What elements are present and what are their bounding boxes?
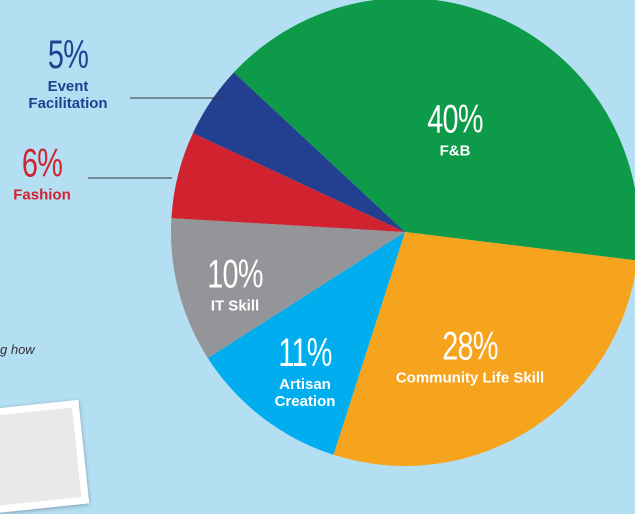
value-label: 40% xyxy=(427,96,482,142)
value-label: 6% xyxy=(6,140,78,186)
slice-label: 11%Artisan Creation xyxy=(255,330,355,411)
slice-label: 5%Event Facilitation xyxy=(18,32,118,113)
value-label: 5% xyxy=(32,32,104,78)
category-label: F&B xyxy=(416,142,493,159)
category-label: Artisan Creation xyxy=(255,376,355,411)
slice-label: 6%Fashion xyxy=(0,140,92,203)
value-label: 11% xyxy=(269,330,341,376)
slice-label: 28%Community Life Skill xyxy=(396,323,544,386)
value-label: 10% xyxy=(199,251,271,297)
category-label: Community Life Skill xyxy=(396,369,544,386)
category-label: Fashion xyxy=(0,186,92,203)
category-label: IT Skill xyxy=(185,297,285,314)
page: g how (() => { const data = JSON.parse(d… xyxy=(0,0,635,476)
value-label: 28% xyxy=(417,323,524,369)
slice-label: 10%IT Skill xyxy=(185,251,285,314)
category-label: Event Facilitation xyxy=(18,78,118,113)
slice-label: 40%F&B xyxy=(416,96,493,159)
